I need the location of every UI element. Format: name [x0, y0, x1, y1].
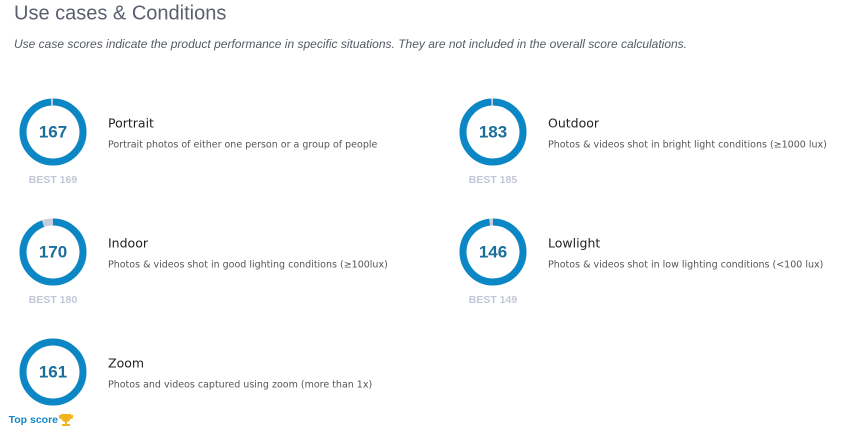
best-score: BEST 149: [469, 294, 518, 306]
use-case-name: Outdoor: [548, 116, 600, 131]
use-case-name: Portrait: [108, 116, 154, 131]
score-ring: [459, 218, 527, 286]
use-case-name: Lowlight: [548, 236, 600, 251]
score-value: 170: [39, 242, 67, 261]
score-ring: [19, 98, 87, 166]
score-value: 167: [39, 122, 67, 141]
score-value: 161: [39, 362, 67, 381]
section-subtitle: Use case scores indicate the product per…: [14, 37, 687, 51]
use-case-name: Indoor: [108, 236, 149, 251]
use-case-name: Zoom: [108, 356, 144, 371]
use-case-description: Photos & videos shot in bright light con…: [548, 140, 827, 151]
score-value: 146: [479, 242, 507, 261]
top-score-badge: Top score: [9, 414, 59, 426]
score-value: 183: [479, 122, 507, 141]
best-score: BEST 180: [29, 294, 78, 306]
best-score: BEST 169: [29, 174, 78, 186]
use-case-description: Photos & videos shot in good lighting co…: [108, 260, 388, 271]
section-title: Use cases & Conditions: [14, 2, 226, 24]
score-ring: [19, 338, 87, 406]
use-case-description: Photos and videos captured using zoom (m…: [108, 380, 372, 391]
best-score: BEST 185: [469, 174, 518, 186]
score-ring: [459, 98, 527, 166]
score-ring: [19, 218, 87, 286]
use-case-description: Photos & videos shot in low lighting con…: [548, 260, 823, 271]
trophy-icon: [59, 414, 73, 426]
use-case-description: Portrait photos of either one person or …: [108, 140, 377, 151]
